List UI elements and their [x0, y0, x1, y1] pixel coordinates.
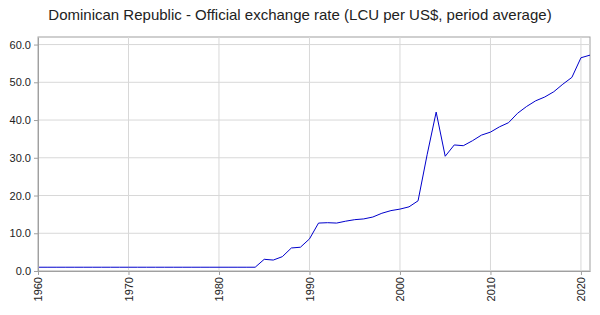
- grid-line-y: [38, 44, 590, 45]
- y-tick: 60.0: [10, 39, 38, 51]
- x-axis: 1960 1970 1980 1990 2000 2010 2020: [32, 271, 590, 301]
- y-tick-label: 10.0: [10, 227, 31, 239]
- x-tick: 1990: [304, 271, 316, 301]
- grid-line-x: [309, 37, 310, 271]
- grid-line-x: [399, 37, 400, 271]
- x-tick-label: 2010: [485, 277, 497, 301]
- x-tick-mark: [490, 271, 491, 275]
- grid-line-x: [580, 37, 581, 271]
- y-tick: 10.0: [10, 227, 38, 239]
- series-line: [38, 55, 590, 267]
- x-tick-mark: [309, 271, 310, 275]
- x-tick: 2000: [394, 271, 406, 301]
- x-tick: 2020: [575, 271, 587, 301]
- grid-line-y: [38, 271, 590, 272]
- grid-line-y: [38, 157, 590, 158]
- grid-line-y: [38, 195, 590, 196]
- x-tick: 1980: [213, 271, 225, 301]
- y-tick-mark: [34, 82, 38, 83]
- y-axis-line: [38, 38, 39, 272]
- plot-frame: [38, 37, 590, 271]
- grid-line-y: [38, 233, 590, 234]
- y-tick-label: 20.0: [10, 190, 31, 202]
- y-tick-mark: [34, 45, 38, 46]
- grid-line-x: [38, 37, 39, 271]
- x-tick: 1970: [123, 271, 135, 301]
- y-tick-label: 30.0: [10, 152, 31, 164]
- y-tick-label: 60.0: [10, 39, 31, 51]
- grid: [38, 37, 590, 271]
- x-tick: 2010: [485, 271, 497, 301]
- y-tick: 0.0: [16, 265, 38, 277]
- x-axis-line: [39, 271, 591, 272]
- y-tick-mark: [34, 120, 38, 121]
- y-tick: 30.0: [10, 152, 38, 164]
- chart: Dominican Republic - Official exchange r…: [0, 0, 600, 315]
- x-tick-mark: [128, 271, 129, 275]
- x-tick-mark: [400, 271, 401, 275]
- y-tick-mark: [34, 233, 38, 234]
- y-tick-mark: [34, 196, 38, 197]
- x-tick-label: 1990: [304, 277, 316, 301]
- y-tick-label: 50.0: [10, 76, 31, 88]
- x-tick-label: 1980: [213, 277, 225, 301]
- x-tick-mark: [219, 271, 220, 275]
- x-tick-mark: [581, 271, 582, 275]
- grid-line-x: [128, 37, 129, 271]
- y-tick: 50.0: [10, 76, 38, 88]
- y-tick: 40.0: [10, 114, 38, 126]
- x-tick-label: 1960: [32, 277, 44, 301]
- y-tick-label: 40.0: [10, 114, 31, 126]
- plot-area: [38, 55, 590, 267]
- x-tick-mark: [38, 271, 39, 275]
- title: Dominican Republic - Official exchange r…: [48, 6, 551, 23]
- grid-line-x: [490, 37, 491, 271]
- y-axis: 0.0 10.0 20.0 30.0 40.0 50.0 60.0: [10, 38, 39, 278]
- x-tick-label: 2020: [575, 277, 587, 301]
- y-tick: 20.0: [10, 190, 38, 202]
- y-tick-mark: [34, 271, 38, 272]
- y-tick-label: 0.0: [16, 265, 31, 277]
- x-tick-label: 1970: [123, 277, 135, 301]
- x-tick: 1960: [32, 271, 44, 301]
- grid-line-y: [38, 120, 590, 121]
- grid-line-y: [38, 82, 590, 83]
- y-tick-mark: [34, 158, 38, 159]
- grid-line-x: [218, 37, 219, 271]
- x-tick-label: 2000: [394, 277, 406, 301]
